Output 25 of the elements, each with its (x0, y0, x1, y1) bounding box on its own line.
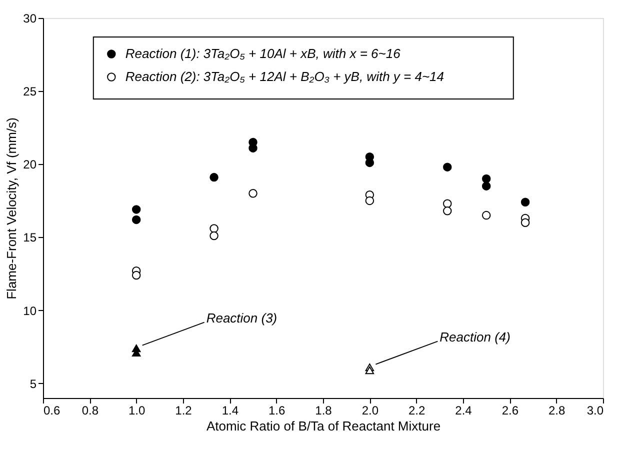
x-tick-label: 2.4 (455, 404, 472, 418)
legend-label: Reaction (2): 3Ta₂O₅ + 12Al + B₂O₃ + yB, with y = 4~14 (125, 69, 444, 84)
annotation: Reaction (4) (440, 329, 510, 344)
x-tick-label: 1.2 (175, 404, 192, 418)
y-tick-label: 10 (23, 304, 37, 318)
x-tick-label: 2.2 (408, 404, 426, 418)
y-axis-title: Flame-Front Velocity, Vf (mm/s) (4, 118, 20, 300)
x-tick-label: 1.6 (268, 404, 286, 418)
x-axis-title: Atomic Ratio of B/Ta of Reactant Mixture (206, 418, 441, 434)
x-tick-label: 1.0 (128, 404, 146, 418)
x-tick-label: 2.8 (548, 404, 566, 418)
y-tick-label: 20 (23, 158, 37, 172)
y-tick-label: 5 (30, 376, 37, 391)
x-tick-label: 3.0 (586, 404, 604, 418)
legend-label: Reaction (1): 3Ta₂O₅ + 10Al + xB, with x = 6~16 (125, 46, 402, 61)
y-tick-label: 25 (23, 84, 37, 99)
x-tick-label: 0.8 (82, 404, 99, 418)
x-tick-label: 0.6 (44, 404, 61, 418)
y-tick-label: 15 (23, 230, 37, 245)
x-tick-label: 1.8 (315, 404, 332, 418)
annotation: Reaction (3) (206, 310, 278, 326)
y-tick-label: 30 (23, 12, 37, 26)
x-tick-label: 1.4 (222, 404, 239, 418)
x-tick-label: 2.0 (362, 404, 379, 418)
x-tick-label: 2.6 (502, 404, 519, 418)
